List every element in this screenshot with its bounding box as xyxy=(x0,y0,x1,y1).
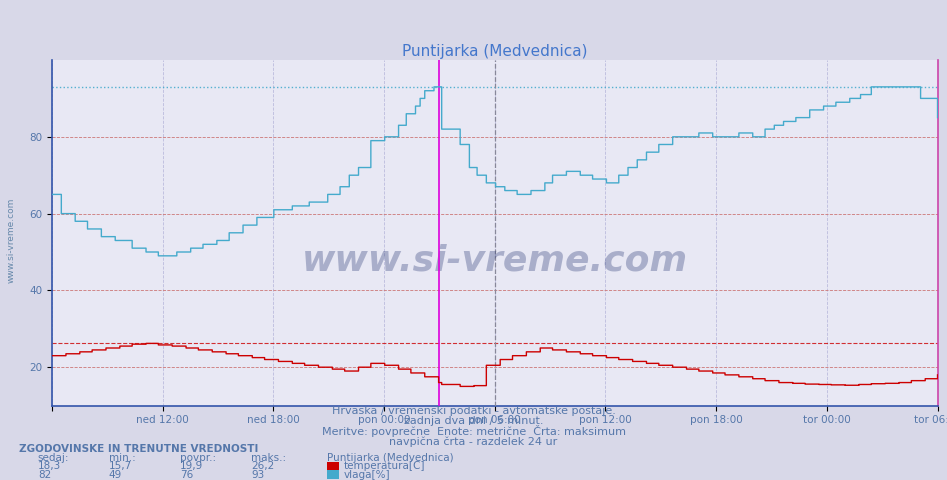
Text: sedaj:: sedaj: xyxy=(38,453,69,463)
Text: maks.:: maks.: xyxy=(251,453,286,463)
Text: povpr.:: povpr.: xyxy=(180,453,216,463)
Text: 19,9: 19,9 xyxy=(180,461,204,471)
Text: 26,2: 26,2 xyxy=(251,461,275,471)
Text: zadnja dva dni / 5 minut.: zadnja dva dni / 5 minut. xyxy=(403,416,544,426)
Text: min.:: min.: xyxy=(109,453,135,463)
Text: 49: 49 xyxy=(109,469,122,480)
Text: 15,7: 15,7 xyxy=(109,461,133,471)
Text: 93: 93 xyxy=(251,469,264,480)
Text: 76: 76 xyxy=(180,469,193,480)
Text: 82: 82 xyxy=(38,469,51,480)
Text: navpična črta - razdelek 24 ur: navpična črta - razdelek 24 ur xyxy=(389,437,558,447)
Title: Puntijarka (Medvednica): Puntijarka (Medvednica) xyxy=(402,44,587,59)
Text: Meritve: povprečne  Enote: metrične  Črta: maksimum: Meritve: povprečne Enote: metrične Črta:… xyxy=(321,425,626,437)
Text: www.si-vreme.com: www.si-vreme.com xyxy=(7,197,16,283)
Text: 18,3: 18,3 xyxy=(38,461,62,471)
Text: vlaga[%]: vlaga[%] xyxy=(344,469,390,480)
Text: Hrvaška / vremenski podatki - avtomatske postaje.: Hrvaška / vremenski podatki - avtomatske… xyxy=(331,405,616,416)
Text: www.si-vreme.com: www.si-vreme.com xyxy=(302,243,688,277)
Text: temperatura[C]: temperatura[C] xyxy=(344,461,425,471)
Text: Puntijarka (Medvednica): Puntijarka (Medvednica) xyxy=(327,453,454,463)
Text: ZGODOVINSKE IN TRENUTNE VREDNOSTI: ZGODOVINSKE IN TRENUTNE VREDNOSTI xyxy=(19,444,259,454)
